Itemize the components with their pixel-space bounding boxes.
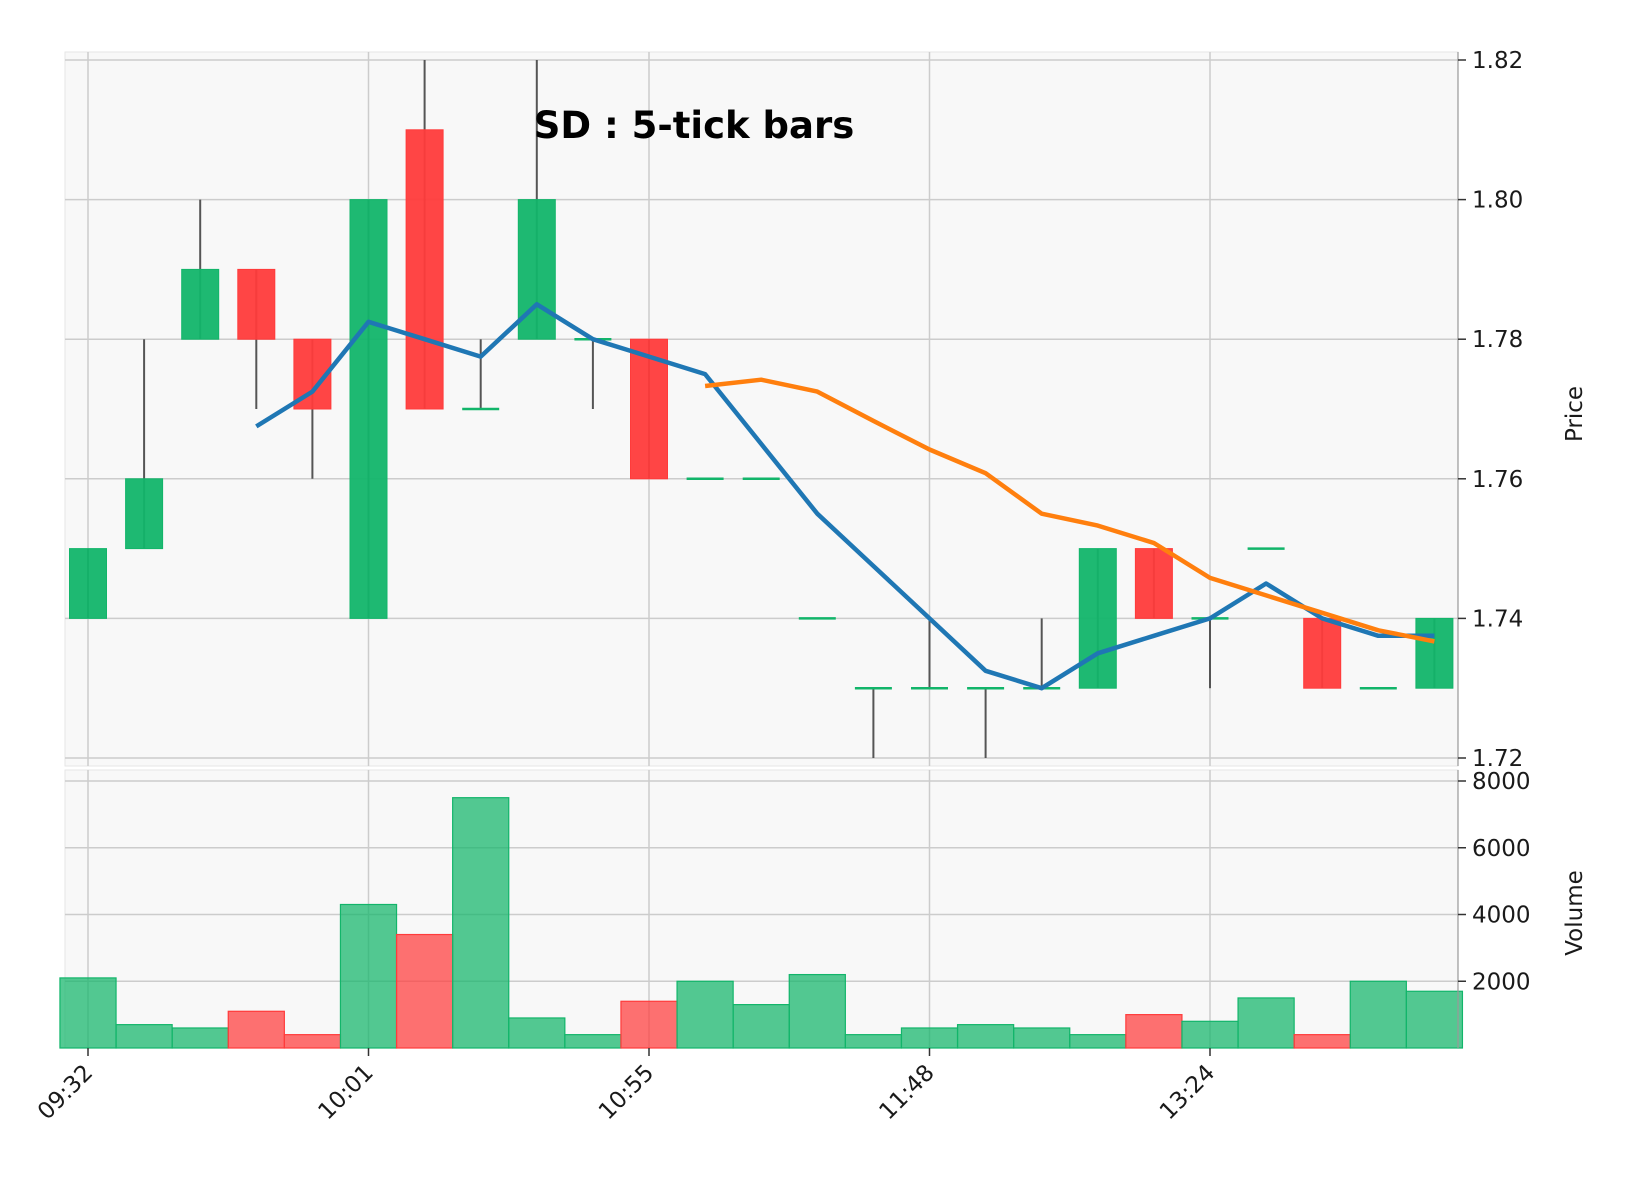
volume-bars [59,797,1464,1049]
volume-bar [59,977,117,1049]
price-tick-label: 1.78 [1472,327,1523,353]
volume-tick-label: 2000 [1472,969,1531,995]
candle-body [405,129,444,410]
volume-bar [452,797,510,1049]
volume-bar [1405,990,1464,1049]
volume-bar [732,1004,790,1049]
x-tick-label: 09:32 [33,1060,98,1125]
volume-bar [1125,1014,1183,1049]
candle-body [1415,617,1454,689]
candle-body [1303,617,1342,689]
x-tick-label: 10:55 [594,1060,659,1125]
volume-panel-background [64,769,1459,1049]
volume-bar [900,1027,959,1049]
price-tick-label: 1.82 [1472,48,1523,74]
volume-axis-label: Volume [1562,870,1588,956]
candle-body [237,268,276,340]
volume-bar [115,1024,173,1049]
volume-bar [1237,997,1295,1049]
candle-body [349,199,388,619]
volume-bar [1349,980,1407,1049]
volume-bar [564,1034,622,1049]
volume-bar [676,980,734,1049]
candle-body [1078,548,1117,689]
volume-tick-label: 4000 [1472,903,1531,929]
volume-bar [171,1027,229,1049]
volume-bar [844,1034,903,1049]
volume-bar [1069,1034,1127,1049]
price-tick-label: 1.76 [1472,467,1523,493]
candle-body [1134,548,1173,619]
price-tick-label: 1.74 [1472,606,1523,632]
candle-body [181,268,220,340]
volume-bar [339,903,398,1049]
x-tick-label: 13:24 [1155,1060,1220,1125]
x-tick-label: 10:01 [313,1060,378,1125]
volume-bar [788,973,846,1049]
price-axis-label: Price [1562,386,1588,442]
candle-body [69,548,107,619]
x-tick-label: 11:48 [874,1060,939,1125]
volume-bar [395,933,454,1049]
volume-tick-label: 6000 [1472,836,1531,862]
volume-bar [1013,1027,1071,1049]
price-tick-label: 1.72 [1472,746,1523,772]
volume-bar [283,1034,342,1049]
candle-body [125,478,164,550]
price-panel-background [64,51,1459,767]
moving-average-ma_short [255,302,1435,691]
volume-tick-label: 8000 [1472,769,1531,795]
grid-lines [65,52,1458,1048]
volume-bar [227,1010,285,1049]
candles [69,60,1454,758]
price-tick-label: 1.80 [1472,188,1523,214]
moving-average-lines [255,302,1435,691]
chart-title: SD : 5-tick bars [534,104,855,147]
volume-bar [956,1024,1015,1049]
volume-bar [508,1017,566,1049]
volume-bar [620,1000,678,1049]
volume-bar [1181,1020,1239,1049]
moving-average-ma_long [704,377,1435,644]
volume-bar [1293,1034,1351,1049]
